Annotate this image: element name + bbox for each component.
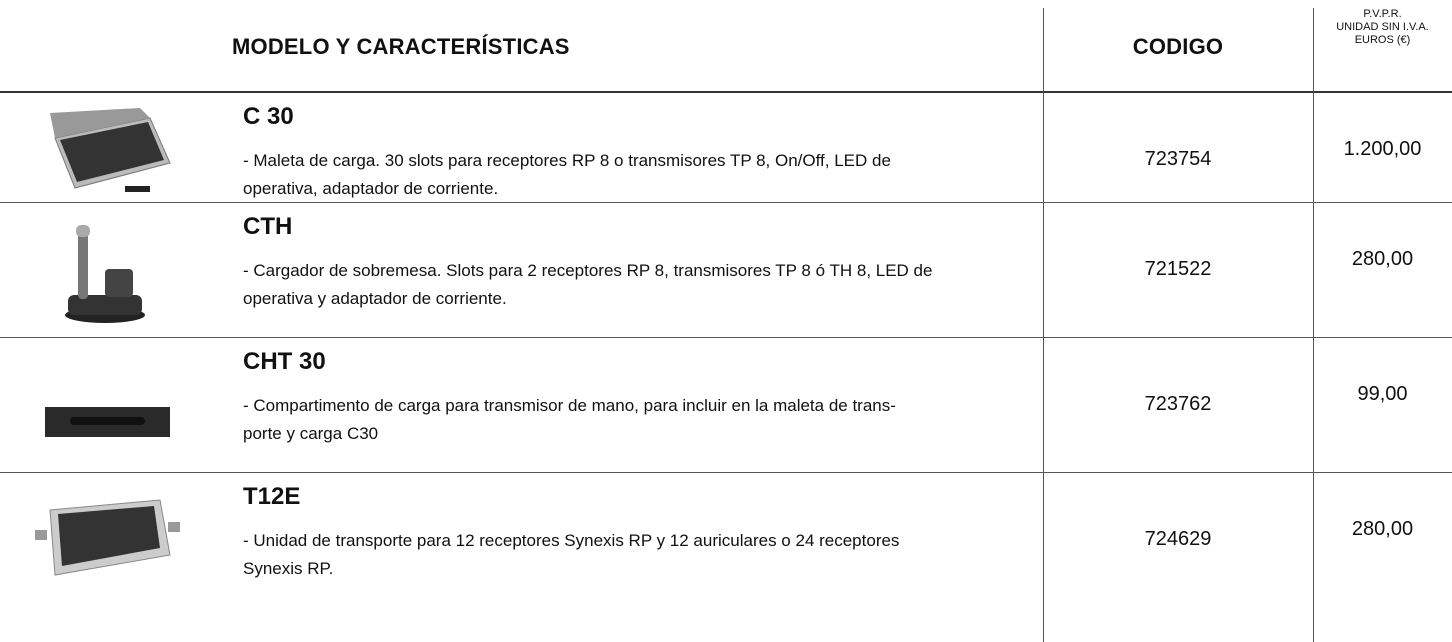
product-image [65, 225, 145, 323]
header-price-line: UNIDAD SIN I.V.A. [1336, 21, 1429, 33]
header-price-line: P.V.P.R. [1363, 8, 1402, 20]
header-price-line: EUROS (€) [1354, 34, 1411, 46]
description-line: Synexis RP. [243, 559, 334, 578]
header-price: P.V.P.R. UNIDAD SIN I.V.A. EUROS (€) [1313, 8, 1452, 47]
model-name: T12E [243, 483, 301, 510]
price: 1.200,00 [1343, 138, 1422, 160]
row-rule [0, 472, 1452, 473]
model-name: C 30 [243, 103, 294, 130]
price: 280,00 [1351, 518, 1414, 540]
code: 723762 [1144, 393, 1212, 415]
description-line: - Cargador de sobremesa. Slots para 2 re… [243, 261, 933, 280]
description-line: - Maleta de carga. 30 slots para recepto… [243, 151, 891, 170]
description-line: porte y carga C30 [243, 424, 379, 443]
description-line: - Compartimento de carga para transmisor… [243, 396, 896, 415]
row-rule [0, 337, 1452, 338]
description-line: operativa y adaptador de corriente. [243, 289, 507, 308]
code: 721522 [1144, 258, 1212, 280]
product-image [50, 108, 171, 192]
column-rule [1313, 8, 1314, 642]
code: 723754 [1144, 148, 1212, 170]
product-image [35, 499, 180, 576]
column-rule [1043, 8, 1044, 642]
header-model: MODELO Y CARACTERÍSTICAS [232, 34, 570, 59]
description-line: - Unidad de transporte para 12 receptore… [243, 531, 900, 550]
product-image [45, 407, 170, 437]
price: 280,00 [1351, 248, 1414, 270]
price: 99,00 [1357, 383, 1408, 405]
model-name: CTH [243, 213, 293, 240]
header-rule [0, 91, 1452, 93]
description-line: operativa, adaptador de corriente. [243, 179, 499, 198]
row-rule [0, 202, 1452, 203]
header-code: CODIGO [1132, 34, 1224, 59]
code: 724629 [1144, 528, 1212, 550]
model-name: CHT 30 [243, 348, 326, 375]
